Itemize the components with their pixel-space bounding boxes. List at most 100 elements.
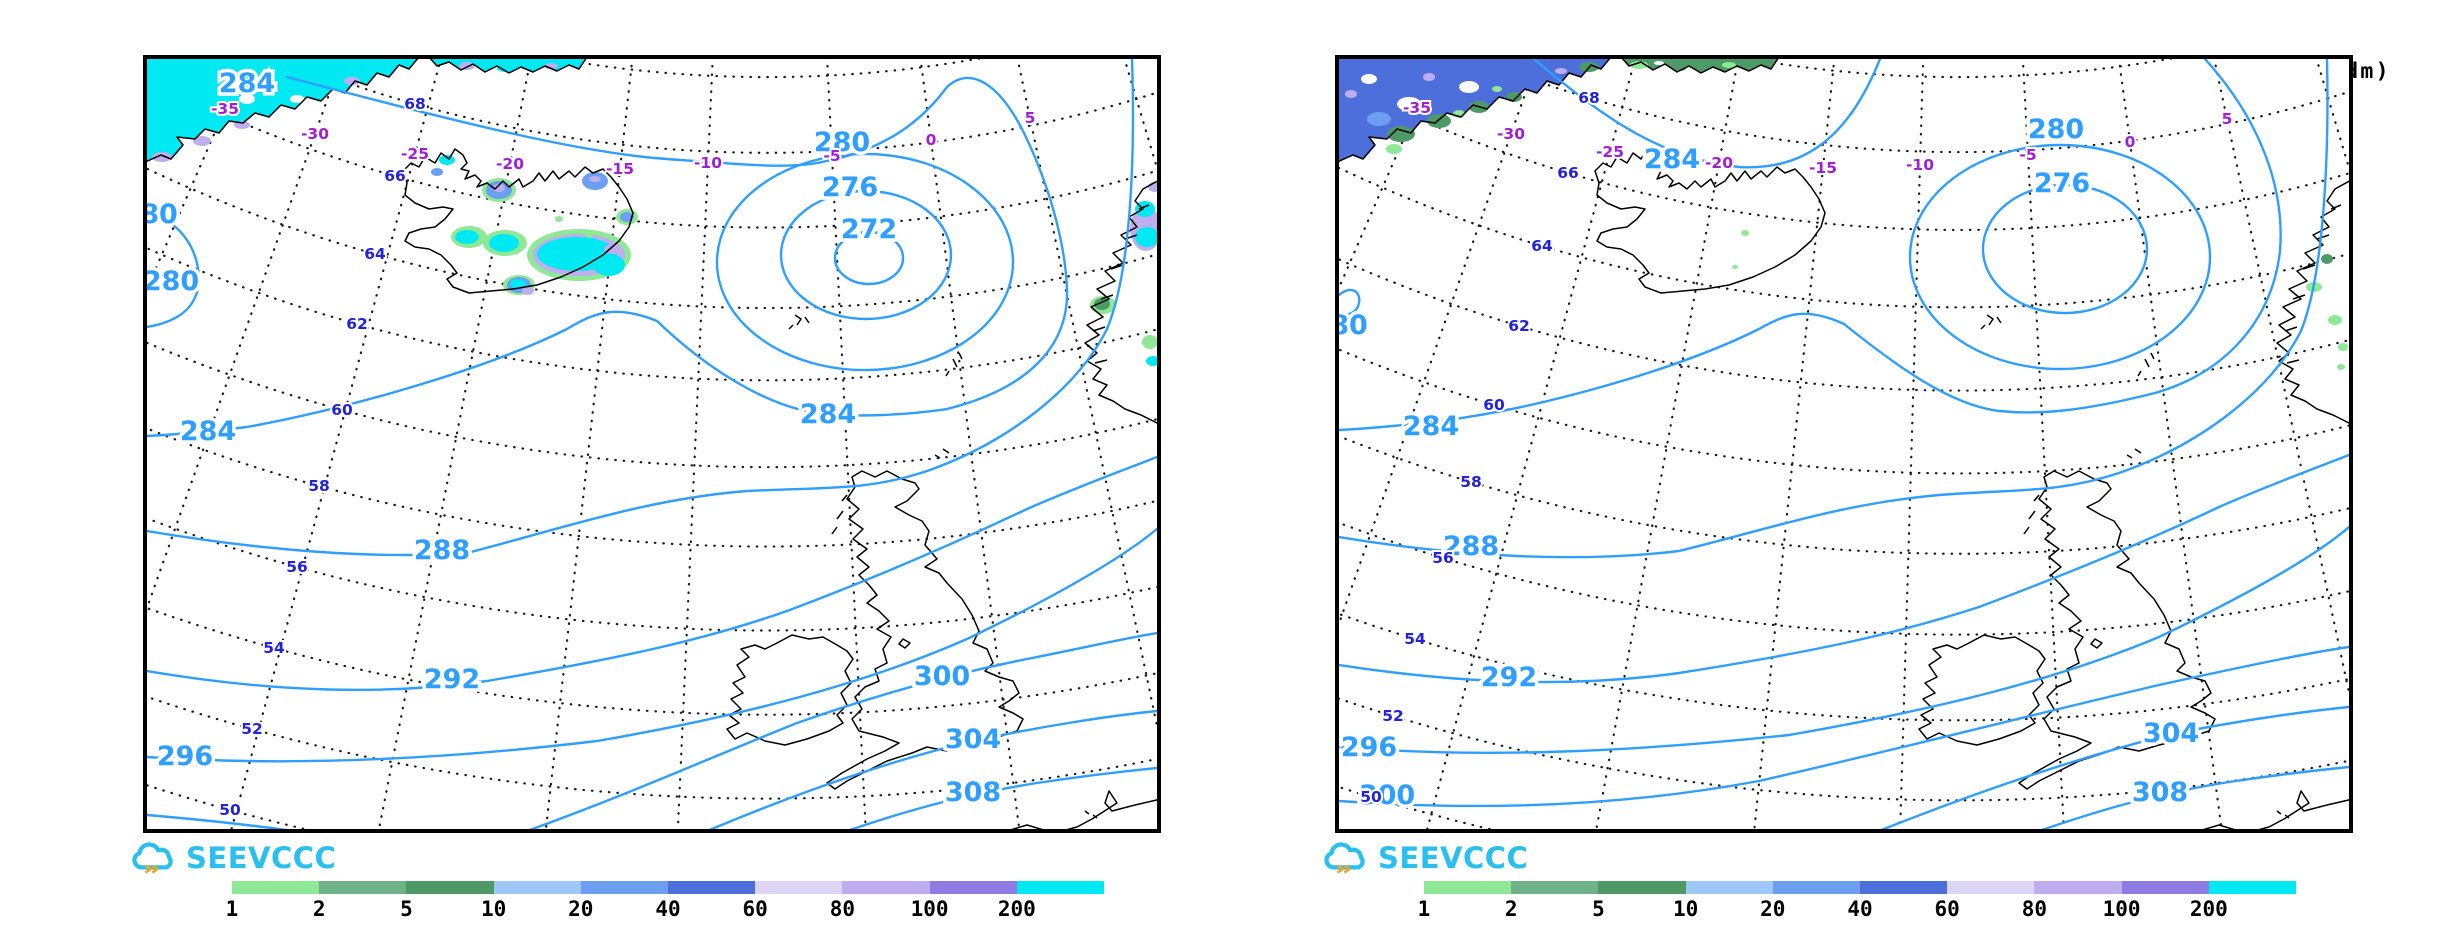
colorbar-tick-label: 100 xyxy=(910,897,949,921)
contour-label: 300 xyxy=(914,661,970,692)
lat-label: 62 xyxy=(346,315,368,333)
colorbar-segment-1 xyxy=(1424,881,1512,894)
colorbar-segment-2 xyxy=(319,881,407,894)
colorbar-segment-60 xyxy=(1947,881,2035,894)
graticule xyxy=(147,59,1157,829)
colorbar-tick-label: 10 xyxy=(480,897,507,921)
lon-label: -35 xyxy=(1403,99,1431,117)
contour-308 xyxy=(849,766,1157,829)
colorbar-segments xyxy=(232,881,1105,894)
contour-304 xyxy=(708,709,1157,829)
colorbar-tick-label: 1 xyxy=(1417,897,1431,921)
colorbar-segment-100 xyxy=(2121,881,2209,894)
coastlines xyxy=(1339,59,2349,829)
colorbar-segments xyxy=(1424,881,2297,894)
colorbar-labels: 1 2 5 10 20 40 60 80 100 200 xyxy=(226,894,1104,921)
lon-label: 0 xyxy=(2125,133,2136,151)
lat-label: 64 xyxy=(1531,237,1553,255)
contour-label: 280 xyxy=(814,127,870,158)
contour-280 xyxy=(1339,288,1361,316)
logo-text: SEEVCCC xyxy=(186,841,337,875)
cloud-logo-icon xyxy=(1324,842,1365,874)
contour-292 xyxy=(1339,453,2349,684)
contour-296 xyxy=(147,527,1157,763)
contour-label: 304 xyxy=(945,724,1001,755)
lat-label: 52 xyxy=(241,720,263,738)
colorbar-tick-label: 2 xyxy=(312,897,326,921)
lon-label: -30 xyxy=(301,125,329,143)
coastlines xyxy=(147,59,1157,829)
contour-label: 308 xyxy=(945,777,1001,808)
contour-label: 288 xyxy=(1443,531,1499,562)
lat-label: 66 xyxy=(1557,164,1579,182)
contour-label: 292 xyxy=(424,664,480,695)
geopotential-contours xyxy=(1339,59,2349,829)
lat-label: 68 xyxy=(404,95,426,113)
lat-label: 60 xyxy=(331,401,353,419)
contour-276 xyxy=(1981,183,2149,315)
lon-label: -15 xyxy=(606,160,634,178)
lon-label: -20 xyxy=(496,155,524,173)
lat-label: 60 xyxy=(1483,396,1505,414)
contour-label: 280 xyxy=(147,266,199,297)
longitude-labels: -35 -30 -25 -20 -15 -10 -5 0 5 xyxy=(1401,97,2234,179)
lon-label: -5 xyxy=(2019,146,2036,164)
contour-280 xyxy=(715,152,1015,372)
lat-label: 54 xyxy=(263,639,285,657)
geopotential-contours xyxy=(147,59,1157,829)
lon-label: -10 xyxy=(694,154,722,172)
logo-text: SEEVCCC xyxy=(1378,841,1529,875)
lon-label: -20 xyxy=(1705,154,1733,172)
colorbar-segment-40 xyxy=(668,881,756,894)
contour-label: 80 xyxy=(1339,310,1368,341)
contour-284 xyxy=(1339,59,2282,432)
contour-300 xyxy=(147,813,289,829)
colorbar-segment-5 xyxy=(406,881,494,894)
colorbar-tick-label: 40 xyxy=(1847,897,1873,921)
contour-276 xyxy=(779,189,953,321)
colorbar-tick-label: 60 xyxy=(1934,897,1960,921)
contour-label: 284 xyxy=(180,416,236,447)
contour-labels: 272 276 280 280 80 284 284 284 288 292 296 300 304 30… xyxy=(147,65,1005,812)
contour-label: 280 xyxy=(2028,114,2084,145)
contour-284 xyxy=(147,75,1069,438)
colorbar-tick-label: 5 xyxy=(400,897,413,921)
contour-label: 80 xyxy=(147,199,178,230)
colorbar-segment-10 xyxy=(493,881,581,894)
colorbar-segment-80 xyxy=(2034,881,2122,894)
lat-label: 56 xyxy=(286,558,308,576)
colorbar-tick-label: 200 xyxy=(2189,897,2228,921)
lat-label: 66 xyxy=(384,167,406,185)
lat-label: 58 xyxy=(308,477,330,495)
lat-label: 58 xyxy=(1460,473,1482,491)
contour-272 xyxy=(833,230,905,286)
colorbar-tick-label: 100 xyxy=(2102,897,2141,921)
contour-label: 292 xyxy=(1481,662,1537,693)
contour-288 xyxy=(147,59,1135,557)
colorbar-segment-200 xyxy=(1016,881,1105,894)
snow-patches xyxy=(1345,61,2348,370)
contour-288 xyxy=(1339,59,2329,559)
lat-label: 68 xyxy=(1578,89,1600,107)
colorbar-tick-label: 60 xyxy=(742,897,768,921)
lon-label: -5 xyxy=(823,147,840,165)
contour-292 xyxy=(147,455,1157,692)
colorbar-segment-5 xyxy=(1598,881,1686,894)
weather-map: 272 276 280 280 80 284 284 284 288 292 296 300 304 30… xyxy=(147,59,1157,829)
longitude-labels: -35 -30 -25 -20 -15 -10 -5 0 5 xyxy=(209,98,1037,180)
lon-label: -35 xyxy=(211,100,239,118)
seevccc-logo: SEEVCCC xyxy=(128,840,336,876)
colorbar-segment-80 xyxy=(842,881,930,894)
colorbar-tick-label: 10 xyxy=(1672,897,1699,921)
colorbar-segment-200 xyxy=(2208,881,2297,894)
contour-280 xyxy=(147,209,201,329)
contour-label: 296 xyxy=(157,741,213,772)
colorbar-tick-label: 80 xyxy=(2021,897,2048,921)
lon-label: -10 xyxy=(1906,156,1934,174)
contour-label: 304 xyxy=(2143,718,2199,749)
contour-label: 296 xyxy=(1341,732,1397,763)
lat-label: 50 xyxy=(1360,788,1382,806)
snow-patches xyxy=(152,62,1157,366)
colorbar-segment-2 xyxy=(1511,881,1599,894)
contour-300 xyxy=(528,631,1157,829)
